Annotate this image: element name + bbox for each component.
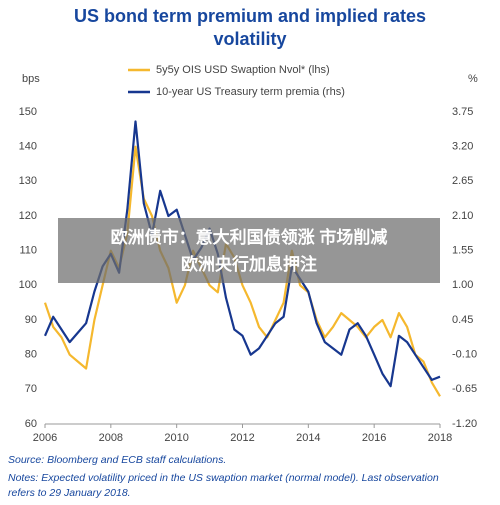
y-tick-label: 70 <box>25 383 37 395</box>
legend-label: 5y5y OIS USD Swaption Nvol* (lhs) <box>156 64 330 76</box>
source: Source: Bloomberg and ECB staff calculat… <box>8 454 226 466</box>
x-tick-label: 2006 <box>33 432 57 444</box>
y-tick-label: 110 <box>19 245 37 257</box>
y2-tick-label: 1.55 <box>452 245 473 257</box>
y-tick-label: 80 <box>25 349 37 361</box>
overlay-line: 欧洲债市：意大利国债领涨 市场削减 <box>110 228 388 247</box>
chart-title: US bond term premium and implied rates <box>74 6 426 26</box>
y2-tick-label: 2.10 <box>452 210 473 222</box>
x-tick-label: 2008 <box>99 432 123 444</box>
y2-axis-label: % <box>468 73 478 85</box>
y2-tick-label: -1.20 <box>452 418 477 430</box>
y-tick-label: 140 <box>19 141 37 153</box>
legend-label: 10-year US Treasury term premia (rhs) <box>156 86 345 98</box>
overlay-line: 欧洲央行加息押注 <box>181 255 317 274</box>
y2-tick-label: 1.00 <box>452 279 473 291</box>
y2-tick-label: 0.45 <box>452 314 473 326</box>
news-overlay: 欧洲债市：意大利国债领涨 市场削减 欧洲央行加息押注 <box>58 218 440 283</box>
y2-tick-label: -0.10 <box>452 349 477 361</box>
y2-tick-label: 2.65 <box>452 175 473 187</box>
x-tick-label: 2012 <box>230 432 254 444</box>
notes: refers to 29 January 2018. <box>8 487 131 499</box>
x-tick-label: 2018 <box>428 432 452 444</box>
y-tick-label: 90 <box>25 314 37 326</box>
y-tick-label: 150 <box>19 106 37 118</box>
y-tick-label: 60 <box>25 418 37 430</box>
y-tick-label: 130 <box>19 175 37 187</box>
y-tick-label: 120 <box>19 210 37 222</box>
y-tick-label: 100 <box>19 279 37 291</box>
y2-tick-label: 3.20 <box>452 141 473 153</box>
y2-tick-label: 3.75 <box>452 106 473 118</box>
x-tick-label: 2016 <box>362 432 386 444</box>
x-tick-label: 2014 <box>296 432 320 444</box>
y-axis-label: bps <box>22 73 40 85</box>
chart-title: volatility <box>213 29 286 49</box>
x-tick-label: 2010 <box>164 432 188 444</box>
notes: Notes: Expected volatility priced in the… <box>8 472 439 484</box>
y2-tick-label: -0.65 <box>452 383 477 395</box>
